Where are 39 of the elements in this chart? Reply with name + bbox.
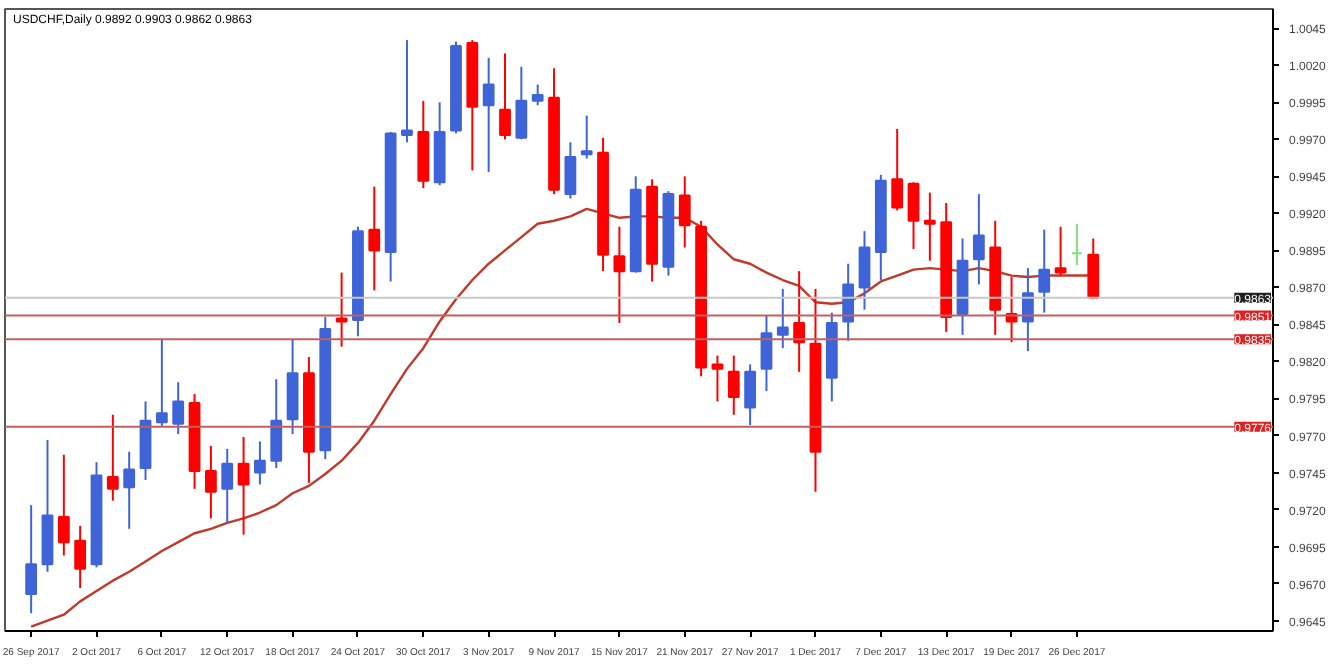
candlestick (564, 141, 577, 200)
candlestick (499, 52, 511, 141)
candlestick (793, 270, 806, 373)
candlestick (531, 83, 544, 107)
candlestick (270, 378, 283, 470)
candlestick (237, 436, 250, 536)
candlestick (25, 504, 38, 615)
candlestick (74, 524, 87, 590)
candlestick (106, 413, 119, 502)
candlestick (221, 447, 234, 524)
candlestick (1038, 228, 1051, 314)
candlestick (678, 175, 691, 249)
candlestick (613, 225, 626, 324)
candlestick (204, 444, 217, 520)
candlestick (972, 193, 985, 286)
candlestick (776, 287, 789, 350)
candlestick (515, 65, 528, 141)
candlestick (1054, 225, 1067, 277)
candlestick (254, 440, 266, 486)
candlestick (891, 127, 904, 212)
candlestick (760, 314, 773, 393)
candlestick (57, 453, 70, 557)
candlestick (858, 230, 871, 311)
candlestick (123, 450, 136, 530)
candlestick (155, 338, 168, 428)
candlestick (482, 56, 495, 173)
candlestick (727, 354, 740, 416)
candlestick (172, 381, 185, 436)
candlestick (368, 185, 381, 292)
candlestick (711, 354, 724, 403)
candlestick (1087, 237, 1100, 301)
candlestick (923, 191, 936, 262)
candlestick (401, 39, 413, 144)
candlestick (1071, 222, 1083, 267)
candlestick (580, 114, 593, 160)
candlestick (842, 262, 855, 342)
candlestick (286, 338, 299, 436)
candlestick (744, 363, 757, 427)
candlestick (907, 181, 920, 250)
